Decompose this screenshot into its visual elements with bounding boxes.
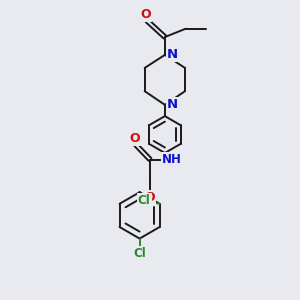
Text: NH: NH	[162, 153, 182, 166]
Text: O: O	[129, 132, 140, 145]
Text: O: O	[140, 8, 151, 21]
Text: Cl: Cl	[133, 247, 146, 260]
Text: O: O	[145, 191, 155, 204]
Text: N: N	[167, 98, 178, 111]
Text: Cl: Cl	[138, 194, 151, 207]
Text: N: N	[167, 48, 178, 61]
